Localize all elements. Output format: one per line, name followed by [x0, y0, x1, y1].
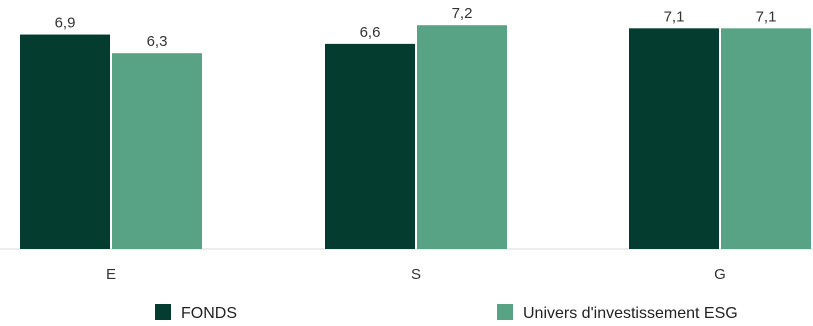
bars-layer — [20, 25, 811, 249]
legend-label-fonds: FONDS — [181, 305, 237, 322]
value-label-s-fonds: 6,6 — [360, 24, 381, 41]
x-tick-label-s: S — [411, 266, 421, 283]
legend-swatch-univers — [497, 304, 513, 320]
bar-s-univers — [417, 25, 507, 249]
legend-swatch-fonds — [155, 304, 171, 320]
legend-label-univers: Univers d'investissement ESG — [523, 305, 738, 322]
value-label-e-fonds: 6,9 — [55, 15, 76, 32]
value-label-s-univers: 7,2 — [452, 5, 473, 22]
bar-s-fonds — [325, 43, 415, 249]
bar-e-univers — [112, 53, 202, 249]
bar-g-univers — [721, 28, 811, 249]
x-tick-label-e: E — [106, 266, 116, 283]
value-label-e-univers: 6,3 — [147, 33, 168, 50]
x-tick-label-g: G — [714, 266, 726, 283]
value-label-g-univers: 7,1 — [756, 8, 777, 25]
bar-g-fonds — [629, 28, 719, 249]
legend: FONDS Univers d'investissement ESG — [155, 304, 738, 322]
value-label-g-fonds: 7,1 — [664, 8, 685, 25]
bar-e-fonds — [20, 34, 110, 249]
value-labels-layer: 6,9 6,3 6,6 7,2 7,1 7,1 — [55, 5, 777, 50]
